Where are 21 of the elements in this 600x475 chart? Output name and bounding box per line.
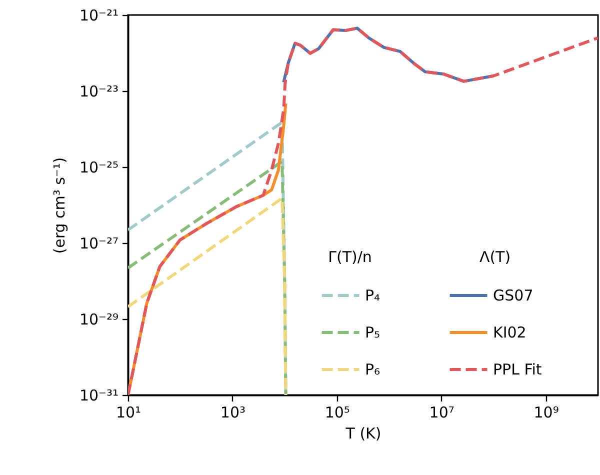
x-tick-label: 10⁹: [534, 404, 559, 422]
y-axis-title: (erg cm³ s⁻¹): [50, 157, 68, 254]
text: Λ(T): [479, 248, 511, 266]
text: Γ(T)/n: [328, 248, 372, 266]
y-tick-label: 10⁻²¹: [79, 6, 118, 24]
x-tick-label: 10⁷: [429, 404, 454, 422]
y-tick-label: 10⁻²⁷: [79, 234, 118, 252]
y-tick-label: 10⁻²⁵: [79, 158, 118, 176]
y-tick-label: 10⁻²³: [79, 82, 118, 100]
legend-label: P₄: [365, 286, 380, 304]
x-tick-label: 10³: [220, 404, 246, 422]
legend-label: P₆: [365, 360, 380, 378]
x-tick-label: 10¹: [116, 404, 142, 422]
legend-label: KI02: [493, 324, 526, 342]
legend-label: PPL Fit: [493, 360, 542, 378]
x-tick-label: 10⁵: [324, 404, 350, 422]
y-tick-label: 10⁻²⁹: [79, 310, 118, 328]
x-axis-title: T (K): [344, 424, 382, 442]
y-tick-label: 10⁻³¹: [79, 386, 118, 404]
legend-label: GS07: [493, 286, 534, 304]
legend-label: P₅: [365, 324, 380, 342]
